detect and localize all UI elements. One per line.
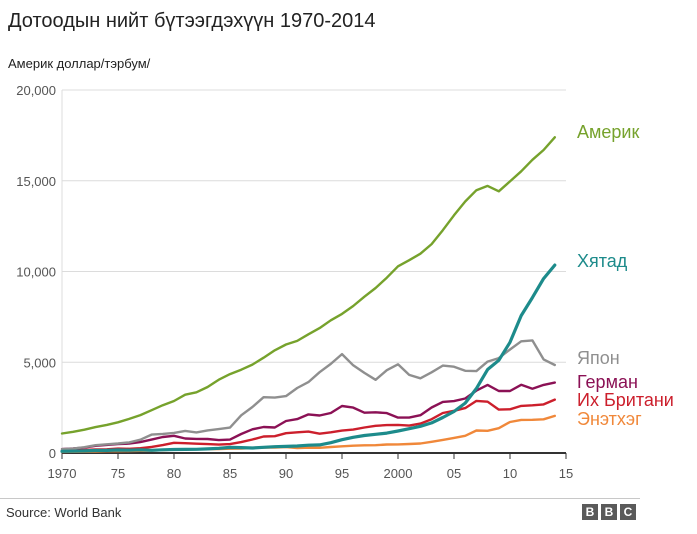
y-axis-ticks: 0 5,000 10,000 15,000 20,000 bbox=[16, 83, 56, 461]
grid-lines bbox=[61, 89, 566, 453]
series-line bbox=[60, 339, 556, 451]
y-tick-label: 0 bbox=[49, 446, 56, 461]
bbc-logo: B B C bbox=[582, 504, 636, 520]
x-tick-label: 75 bbox=[111, 466, 125, 481]
series-label: Япон bbox=[577, 348, 620, 368]
series-lines bbox=[60, 136, 557, 454]
series-label: Их Британи bbox=[577, 390, 674, 410]
series-line bbox=[60, 398, 556, 452]
y-tick-label: 10,000 bbox=[16, 265, 56, 280]
x-tick-label: 05 bbox=[447, 466, 461, 481]
series-label: Хятад bbox=[577, 251, 628, 271]
x-tick-label: 15 bbox=[559, 466, 573, 481]
x-tick-label: 80 bbox=[167, 466, 181, 481]
source-note: Source: World Bank bbox=[6, 505, 122, 520]
footer-divider bbox=[0, 498, 640, 499]
series-label: Энэтхэг bbox=[577, 409, 642, 429]
x-tick-label: 95 bbox=[335, 466, 349, 481]
x-tick-label: 1970 bbox=[48, 466, 77, 481]
y-tick-label: 5,000 bbox=[23, 355, 56, 370]
y-tick-label: 20,000 bbox=[16, 83, 56, 98]
x-axis-ticks: 1970 75 80 85 90 95 2000 05 10 15 bbox=[48, 453, 573, 481]
bbc-logo-letter: B bbox=[601, 504, 617, 520]
chart-title: Дотоодын нийт бүтээгдэхүүн 1970-2014 bbox=[8, 10, 376, 32]
series-label: Америк bbox=[577, 122, 639, 142]
series-label: Герман bbox=[577, 372, 638, 392]
x-tick-label: 10 bbox=[503, 466, 517, 481]
x-tick-label: 85 bbox=[223, 466, 237, 481]
chart-subtitle: Америк доллар/тэрбум/ bbox=[8, 56, 151, 71]
series-line bbox=[60, 136, 556, 435]
bbc-logo-letter: C bbox=[620, 504, 636, 520]
x-tick-label: 2000 bbox=[384, 466, 413, 481]
series-line bbox=[60, 263, 557, 453]
bbc-logo-letter: B bbox=[582, 504, 598, 520]
y-tick-label: 15,000 bbox=[16, 174, 56, 189]
x-tick-label: 90 bbox=[279, 466, 293, 481]
